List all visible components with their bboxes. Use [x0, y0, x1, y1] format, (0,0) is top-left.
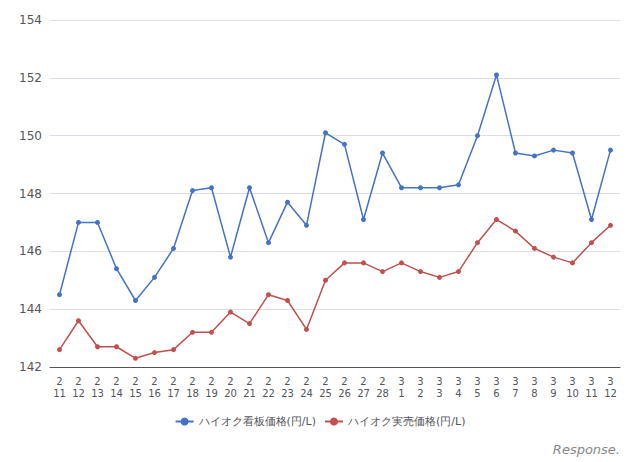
- svg-text:ハイオク実売価格(円/L): ハイオク実売価格(円/L): [347, 415, 465, 428]
- svg-text:142: 142: [19, 360, 42, 374]
- svg-text:2: 2: [284, 376, 290, 387]
- svg-text:2: 2: [322, 376, 328, 387]
- svg-text:13: 13: [91, 388, 104, 399]
- svg-text:2: 2: [75, 376, 81, 387]
- svg-text:6: 6: [493, 388, 499, 399]
- svg-text:20: 20: [224, 388, 237, 399]
- svg-text:24: 24: [300, 388, 313, 399]
- svg-text:28: 28: [376, 388, 389, 399]
- svg-text:14: 14: [110, 388, 123, 399]
- svg-text:16: 16: [148, 388, 161, 399]
- svg-text:15: 15: [129, 388, 142, 399]
- svg-text:3: 3: [493, 376, 499, 387]
- svg-text:2: 2: [227, 376, 233, 387]
- svg-text:8: 8: [531, 388, 537, 399]
- svg-text:9: 9: [550, 388, 556, 399]
- svg-text:12: 12: [72, 388, 85, 399]
- svg-text:17: 17: [167, 388, 180, 399]
- svg-text:2: 2: [341, 376, 347, 387]
- svg-text:152: 152: [19, 71, 42, 85]
- svg-text:25: 25: [319, 388, 332, 399]
- svg-text:2: 2: [265, 376, 271, 387]
- svg-text:2: 2: [189, 376, 195, 387]
- svg-text:Response.: Response.: [553, 442, 620, 457]
- svg-text:27: 27: [357, 388, 370, 399]
- svg-text:2: 2: [208, 376, 214, 387]
- svg-text:18: 18: [186, 388, 199, 399]
- svg-text:150: 150: [19, 129, 42, 143]
- svg-text:2: 2: [303, 376, 309, 387]
- svg-text:3: 3: [531, 376, 537, 387]
- svg-text:2: 2: [132, 376, 138, 387]
- svg-text:3: 3: [588, 376, 594, 387]
- svg-text:3: 3: [436, 388, 442, 399]
- svg-text:3: 3: [474, 376, 480, 387]
- svg-text:1: 1: [398, 388, 404, 399]
- svg-text:3: 3: [512, 376, 518, 387]
- svg-text:2: 2: [151, 376, 157, 387]
- svg-text:2: 2: [170, 376, 176, 387]
- svg-text:2: 2: [56, 376, 62, 387]
- svg-text:22: 22: [262, 388, 275, 399]
- svg-text:19: 19: [205, 388, 218, 399]
- svg-text:3: 3: [550, 376, 556, 387]
- svg-text:10: 10: [566, 388, 579, 399]
- svg-text:2: 2: [360, 376, 366, 387]
- svg-text:4: 4: [455, 388, 461, 399]
- svg-text:2: 2: [246, 376, 252, 387]
- svg-text:144: 144: [19, 302, 42, 316]
- svg-text:7: 7: [512, 388, 518, 399]
- svg-text:3: 3: [569, 376, 575, 387]
- svg-text:23: 23: [281, 388, 294, 399]
- svg-text:3: 3: [436, 376, 442, 387]
- svg-text:146: 146: [19, 244, 42, 258]
- svg-text:21: 21: [243, 388, 256, 399]
- svg-text:154: 154: [19, 13, 42, 27]
- svg-text:2: 2: [379, 376, 385, 387]
- svg-text:2: 2: [417, 388, 423, 399]
- svg-text:3: 3: [398, 376, 404, 387]
- svg-text:148: 148: [19, 187, 42, 201]
- svg-text:5: 5: [474, 388, 480, 399]
- svg-text:3: 3: [607, 376, 613, 387]
- svg-text:ハイオク看板価格(円/L): ハイオク看板価格(円/L): [198, 415, 316, 428]
- svg-text:3: 3: [417, 376, 423, 387]
- svg-text:11: 11: [585, 388, 598, 399]
- svg-text:26: 26: [338, 388, 351, 399]
- svg-text:3: 3: [455, 376, 461, 387]
- svg-text:2: 2: [94, 376, 100, 387]
- svg-text:11: 11: [53, 388, 66, 399]
- svg-text:12: 12: [604, 388, 617, 399]
- svg-text:2: 2: [113, 376, 119, 387]
